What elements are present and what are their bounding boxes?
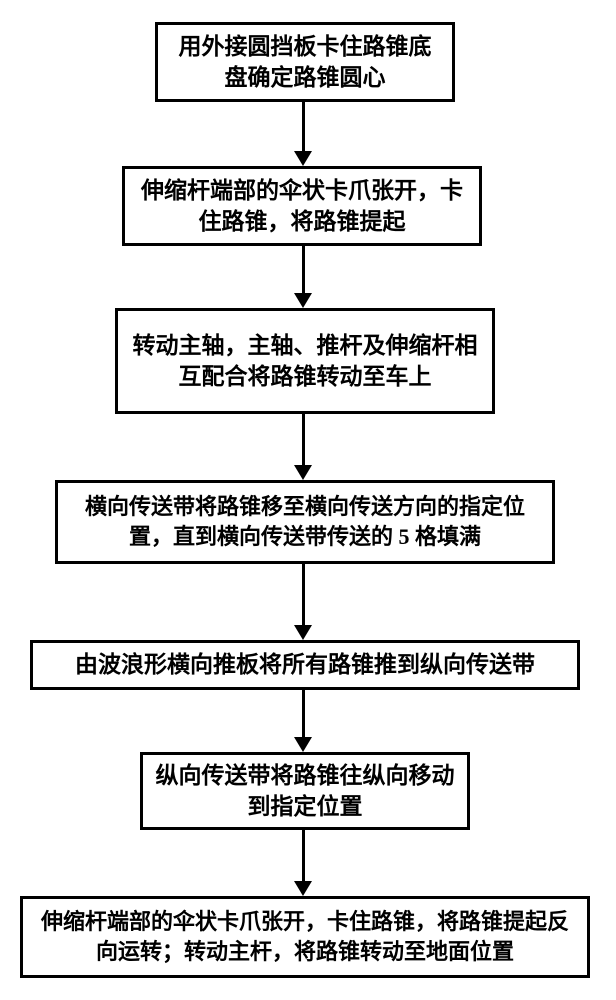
flow-node-3-text: 转动主轴，主轴、推杆及伸缩杆相互配合将路锥转动至车上	[128, 330, 482, 392]
flow-node-5-text: 由波浪形横向推板将所有路锥推到纵向传送带	[75, 649, 535, 680]
edge-shaft	[302, 830, 305, 881]
edge-arrowhead	[294, 151, 312, 166]
flow-node-1-text: 用外接圆挡板卡住路锥底盘确定路锥圆心	[168, 31, 442, 93]
edge-shaft	[302, 246, 305, 293]
flow-node-2-text: 伸缩杆端部的伞状卡爪张开，卡住路锥，将路锥提起	[135, 175, 469, 237]
edge-arrowhead	[294, 737, 312, 752]
flow-node-7: 伸缩杆端部的伞状卡爪张开，卡住路锥，将路锥提起反向运转；转动主杆，将路锥转动至地…	[20, 896, 590, 978]
flow-node-4-text: 横向传送带将路锥移至横向传送方向的指定位置，直到横向传送带传送的 5 格填满	[68, 492, 542, 551]
edge-arrowhead	[294, 881, 312, 896]
flowchart-canvas: 用外接圆挡板卡住路锥底盘确定路锥圆心 伸缩杆端部的伞状卡爪张开，卡住路锥，将路锥…	[0, 0, 616, 1000]
flow-node-2: 伸缩杆端部的伞状卡爪张开，卡住路锥，将路锥提起	[122, 166, 482, 246]
flow-node-3: 转动主轴，主轴、推杆及伸缩杆相互配合将路锥转动至车上	[115, 308, 495, 414]
edge-arrowhead	[294, 465, 312, 480]
flow-node-6: 纵向传送带将路锥往纵向移动到指定位置	[140, 752, 470, 830]
edge-shaft	[302, 564, 305, 625]
edge-arrowhead	[294, 293, 312, 308]
edge-shaft	[302, 102, 305, 151]
edge-shaft	[302, 690, 305, 737]
edge-arrowhead	[294, 625, 312, 640]
flow-node-7-text: 伸缩杆端部的伞状卡爪张开，卡住路锥，将路锥提起反向运转；转动主杆，将路锥转动至地…	[33, 907, 577, 966]
flow-node-4: 横向传送带将路锥移至横向传送方向的指定位置，直到横向传送带传送的 5 格填满	[55, 480, 555, 564]
edge-shaft	[302, 414, 305, 465]
flow-node-5: 由波浪形横向推板将所有路锥推到纵向传送带	[30, 640, 580, 690]
flow-node-1: 用外接圆挡板卡住路锥底盘确定路锥圆心	[155, 22, 455, 102]
flow-node-6-text: 纵向传送带将路锥往纵向移动到指定位置	[153, 760, 457, 822]
